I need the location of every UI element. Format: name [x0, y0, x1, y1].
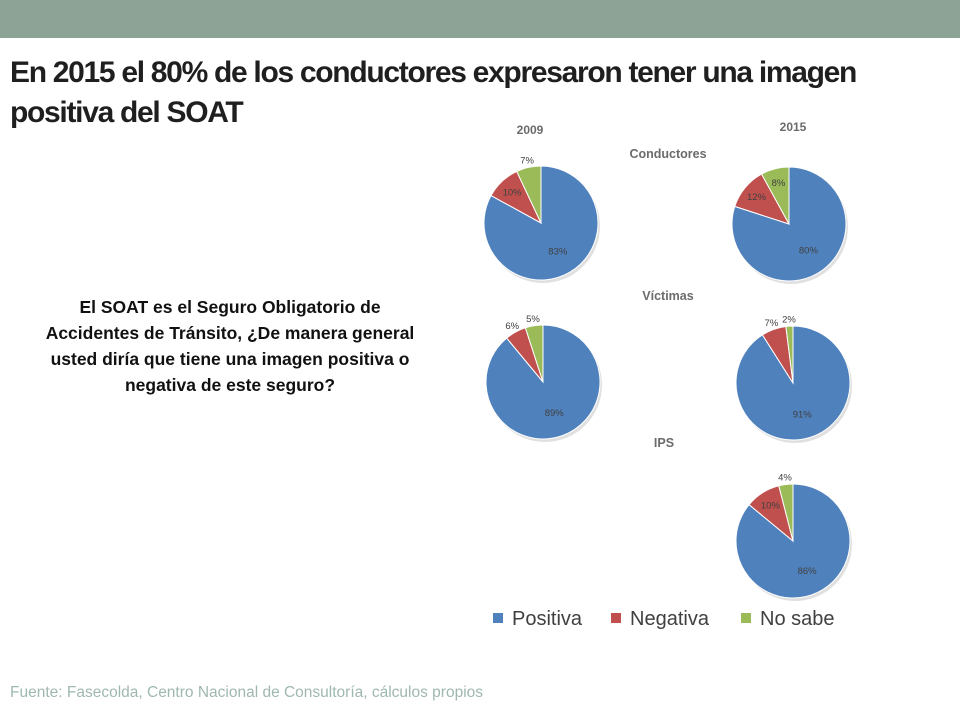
- pie-label-victimas-2009-positiva: 89%: [545, 408, 565, 419]
- legend-label-no-sabe: No sabe: [760, 608, 835, 630]
- pie-label-victimas-2009-no-sabe: 5%: [526, 314, 540, 325]
- pie-label-conductores-2009-positiva: 83%: [548, 247, 568, 258]
- legend-swatch-negativa: [611, 613, 621, 623]
- pie-label-victimas-2015-no-sabe: 2%: [782, 314, 796, 325]
- year-label-2009: 2009: [517, 123, 544, 137]
- legend-swatch-positiva: [493, 613, 503, 623]
- pie-label-ips-2015-positiva: 86%: [798, 566, 818, 577]
- pie-label-ips-2015-no-sabe: 4%: [778, 473, 792, 484]
- legend-item-negativa: Negativa: [611, 608, 709, 631]
- pie-label-victimas-2009-negativa: 6%: [505, 321, 519, 332]
- pie-slice-victimas-2015-no-sabe: [785, 325, 794, 384]
- group-label-ips: IPS: [654, 436, 674, 450]
- pie-label-ips-2015-negativa: 10%: [761, 500, 781, 511]
- source-note: Fuente: Fasecolda, Centro Nacional de Co…: [10, 684, 484, 701]
- pie-slice-victimas-2009-positiva: [485, 324, 601, 440]
- slide-title: En 2015 el 80% de los conductores expres…: [10, 56, 857, 129]
- group-label-conductores: Conductores: [629, 147, 706, 161]
- group-label-victimas: Víctimas: [642, 289, 693, 303]
- pie-slice-conductores-2009-no-sabe: [516, 165, 542, 224]
- top-banner: [0, 0, 960, 38]
- year-label-2015: 2015: [780, 120, 807, 134]
- pie-label-victimas-2015-positiva: 91%: [793, 410, 813, 421]
- legend-label-negativa: Negativa: [630, 608, 709, 630]
- pie-label-conductores-2009-no-sabe: 7%: [520, 156, 534, 167]
- legend-item-no-sabe: No sabe: [741, 608, 835, 631]
- pie-slice-conductores-2015-no-sabe: [760, 166, 790, 225]
- survey-question: El SOAT es el Seguro Obligatorio de Acci…: [45, 297, 415, 395]
- pie-label-conductores-2015-positiva: 80%: [799, 246, 819, 257]
- pie-label-conductores-2009-negativa: 10%: [503, 187, 523, 198]
- pie-label-conductores-2015-negativa: 12%: [747, 192, 767, 203]
- pie-slice-conductores-2015-positiva: [731, 166, 847, 282]
- pie-slice-victimas-2009-no-sabe: [524, 324, 544, 383]
- pie-label-conductores-2015-no-sabe: 8%: [772, 178, 786, 189]
- legend-item-positiva: Positiva: [493, 608, 582, 631]
- pie-label-victimas-2015-negativa: 7%: [765, 318, 779, 329]
- pie-slice-victimas-2015-positiva: [735, 325, 851, 441]
- legend-swatch-no-sabe: [741, 613, 751, 623]
- legend-label-positiva: Positiva: [512, 608, 583, 630]
- pie-slice-ips-2015-no-sabe: [778, 483, 794, 542]
